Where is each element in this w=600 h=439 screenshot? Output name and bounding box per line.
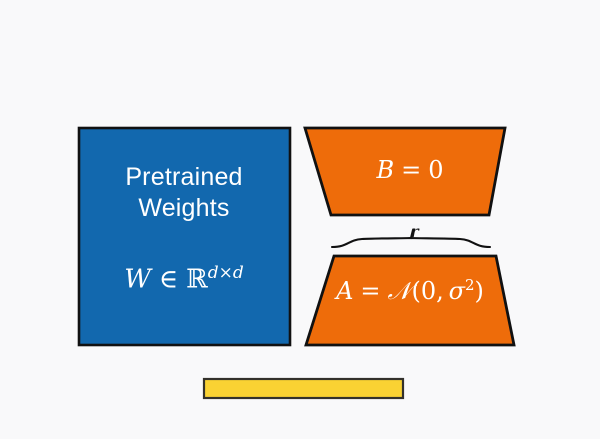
lora-a-trapezoid-shape[interactable] xyxy=(304,254,516,347)
input-bar-rect[interactable] xyxy=(202,377,405,400)
rank-brace-shape xyxy=(330,228,492,249)
pretrained-weights-rect[interactable] xyxy=(77,126,292,347)
lora-b-trapezoid-shape[interactable] xyxy=(303,126,507,217)
